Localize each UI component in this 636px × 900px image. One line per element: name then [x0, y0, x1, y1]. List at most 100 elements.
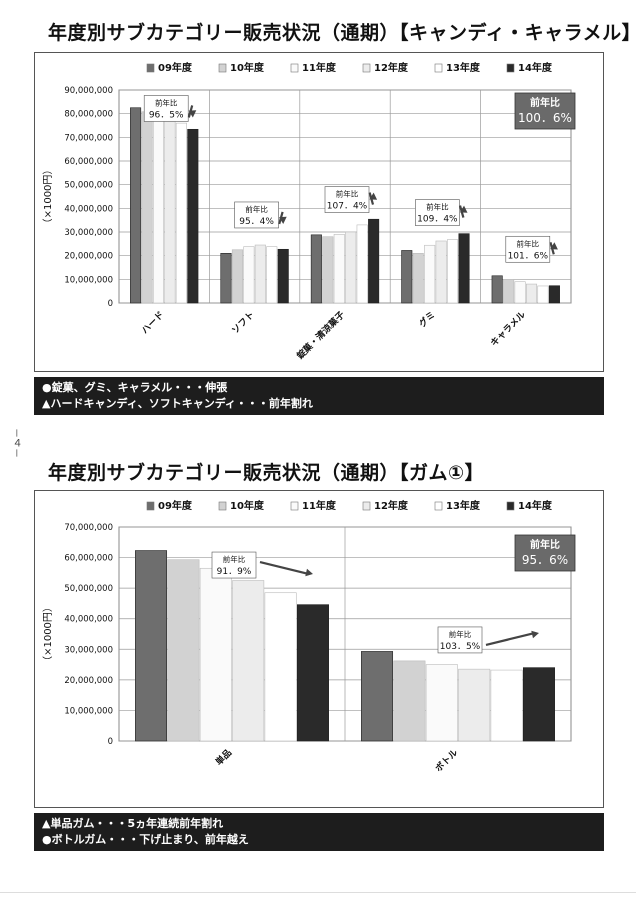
total-yoy-badge: 前年比 100．6% [514, 92, 576, 130]
callout-box [234, 201, 279, 229]
trend-arrow-shaft [485, 631, 536, 647]
category-label: 錠菓・清涼菓子 [294, 309, 347, 362]
callout-box [415, 199, 460, 226]
y-tick-label: 70,000,000 [64, 523, 113, 533]
summary-note: ●錠菓、グミ、キャラメル・・・伸張 [42, 381, 228, 394]
legend-swatch [218, 501, 227, 511]
bar [264, 592, 297, 742]
y-tick-label: 20,000,000 [64, 252, 113, 262]
legend-swatch [218, 63, 227, 73]
legend-label: 12年度 [374, 61, 409, 74]
legend-swatch [506, 501, 515, 511]
total-badge-box [514, 92, 576, 130]
callout-value: 107．4% [327, 202, 368, 212]
legend-label: 10年度 [230, 499, 265, 512]
callout-label: 前年比 [517, 238, 540, 248]
y-tick-label: 30,000,000 [64, 228, 113, 238]
legend-label: 09年度 [158, 61, 193, 74]
y-tick-label: 60,000,000 [64, 554, 113, 564]
bar [164, 119, 176, 304]
legend-swatch [146, 63, 155, 73]
bar [130, 107, 142, 304]
summary-gum: ▲単品ガム・・・5ヵ年連続前年割れ ●ボトルガム・・・下げ止まり、前年越え [34, 813, 604, 851]
bar [310, 234, 322, 304]
bar [537, 285, 549, 304]
y-tick-label: 10,000,000 [64, 706, 113, 716]
total-badge-value: 95．6% [522, 553, 568, 567]
legend-label: 11年度 [302, 61, 337, 74]
legend-swatch [362, 63, 371, 73]
y-tick-label: 40,000,000 [64, 615, 113, 625]
y-tick-label: 0 [108, 737, 113, 747]
bar [254, 244, 266, 304]
category-label: 単品 [213, 747, 234, 768]
bar [187, 128, 199, 304]
page-number: －４－ [10, 428, 21, 458]
callout: 前年比 101．6% [505, 235, 558, 263]
callout: 前年比 91．9% [211, 551, 313, 579]
callout: 前年比 103．5% [437, 626, 539, 654]
callout-value: 91．9% [217, 567, 252, 577]
bar [490, 669, 523, 742]
bar [503, 279, 515, 304]
bar [525, 283, 538, 304]
callout-label: 前年比 [426, 202, 449, 212]
category-label: ハード [139, 309, 166, 336]
trend-arrow-head [188, 110, 197, 118]
y-tick-label: 40,000,000 [64, 204, 113, 214]
bar [175, 122, 187, 304]
bar [243, 246, 255, 304]
legend-swatch [434, 501, 443, 511]
bar [368, 218, 380, 304]
legend-label: 13年度 [446, 499, 481, 512]
callout-box [505, 235, 551, 263]
callout: 前年比 95．4% [234, 201, 287, 229]
callout: 前年比 109．4% [415, 199, 468, 226]
bar [356, 224, 368, 304]
y-tick-label: 20,000,000 [64, 676, 113, 686]
trend-arrow-head [550, 242, 558, 250]
y-tick-label: 50,000,000 [64, 181, 113, 191]
chart-candy: 0 10,000,000 20,000,000 30,000,000 40,000,00… [42, 61, 576, 362]
legend-label: 10年度 [230, 61, 265, 74]
total-yoy-badge: 前年比 95．6% [514, 534, 576, 572]
trend-arrow-head [369, 192, 378, 200]
legend-swatch [146, 501, 155, 511]
bar [167, 559, 200, 742]
bar [231, 249, 243, 304]
bar [361, 651, 394, 742]
trend-arrow-head [279, 216, 287, 224]
callout-value: 96．5% [149, 110, 184, 120]
bar [424, 244, 436, 304]
callout-value: 109．4% [417, 215, 458, 225]
bar [458, 668, 491, 742]
callout: 前年比 107．4% [324, 186, 378, 213]
bar [458, 233, 470, 304]
bar [412, 253, 424, 304]
section-title-gum: 年度別サブカテゴリー販売状況（通期）【ガム①】 [48, 462, 485, 484]
y-tick-label: 10,000,000 [64, 275, 113, 285]
trend-arrow-head [531, 630, 539, 639]
bar [447, 239, 459, 304]
callout-box [437, 626, 483, 654]
legend-label: 14年度 [518, 499, 553, 512]
bar [491, 275, 503, 304]
trend-arrow-head [305, 568, 313, 577]
callout-box [211, 551, 257, 579]
callout-label: 前年比 [449, 629, 472, 639]
trend-arrow-shaft [259, 560, 310, 576]
summary-note: ▲ハードキャンディ、ソフトキャンディ・・・前年割れ [42, 397, 313, 410]
trend-arrow-head [459, 205, 468, 213]
callout-label: 前年比 [155, 97, 178, 107]
total-badge-box [514, 534, 576, 572]
summary-note: ▲単品ガム・・・5ヵ年連続前年割れ [42, 817, 224, 830]
legend-swatch [434, 63, 443, 73]
y-axis-label: （×1000円） [42, 165, 54, 229]
callout-label: 前年比 [245, 204, 268, 214]
legend-swatch [290, 63, 299, 73]
y-tick-label: 30,000,000 [64, 645, 113, 655]
y-tick-label: 90,000,000 [64, 86, 113, 96]
y-tick-label: 80,000,000 [64, 110, 113, 120]
total-badge-label: 前年比 [530, 96, 560, 109]
bar [322, 236, 334, 304]
